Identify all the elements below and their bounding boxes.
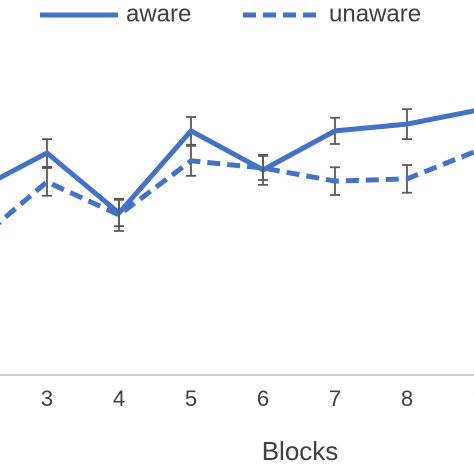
x-axis-label: Blocks [262,436,339,466]
x-tick-label: 7 [329,386,341,411]
error-bar [114,197,124,232]
x-tick-label: 6 [257,386,269,411]
series-line [0,149,474,226]
error-bar [258,155,268,181]
x-tick-label: 5 [185,386,197,411]
series-line [0,108,474,216]
error-bar [42,167,52,197]
legend-label: unaware [329,0,421,27]
x-tick-label: 9 [473,386,474,411]
legend-label: aware [126,0,191,27]
x-tick-label: 3 [41,386,53,411]
x-tick-label: 4 [113,386,125,411]
x-tick-label: 8 [401,386,413,411]
